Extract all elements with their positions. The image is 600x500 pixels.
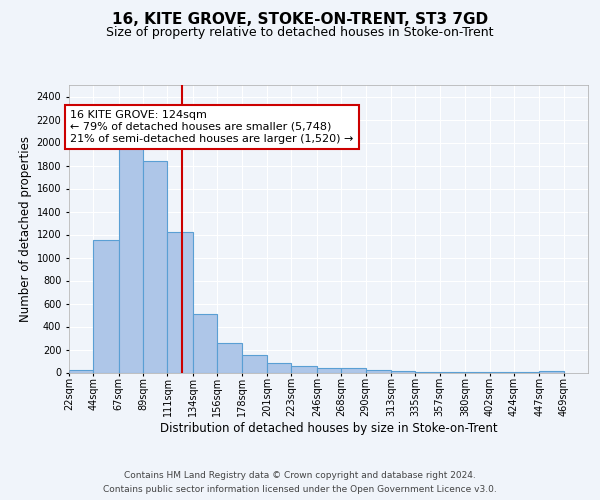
Bar (94, 240, 119, 372)
Bar (217, 342, 242, 372)
Bar (267, 364, 292, 372)
Bar (365, 370, 391, 372)
Text: Contains public sector information licensed under the Open Government Licence v3: Contains public sector information licen… (103, 484, 497, 494)
Text: 16, KITE GROVE, STOKE-ON-TRENT, ST3 7GD: 16, KITE GROVE, STOKE-ON-TRENT, ST3 7GD (112, 12, 488, 28)
Bar (119, 148, 143, 372)
Bar (69, 370, 94, 372)
Bar (193, 314, 217, 372)
Bar (242, 354, 267, 372)
Bar (539, 371, 563, 372)
X-axis label: Distribution of detached houses by size in Stoke-on-Trent: Distribution of detached houses by size … (160, 422, 497, 434)
Bar (143, 161, 167, 372)
Bar (292, 366, 317, 372)
Text: Size of property relative to detached houses in Stoke-on-Trent: Size of property relative to detached ho… (106, 26, 494, 39)
Text: 16 KITE GROVE: 124sqm
← 79% of detached houses are smaller (5,748)
21% of semi-d: 16 KITE GROVE: 124sqm ← 79% of detached … (70, 110, 353, 144)
Bar (341, 368, 365, 372)
Bar (317, 368, 341, 372)
Bar (167, 232, 193, 372)
Y-axis label: Number of detached properties: Number of detached properties (19, 136, 32, 322)
Text: Contains HM Land Registry data © Crown copyright and database right 2024.: Contains HM Land Registry data © Crown c… (124, 472, 476, 480)
